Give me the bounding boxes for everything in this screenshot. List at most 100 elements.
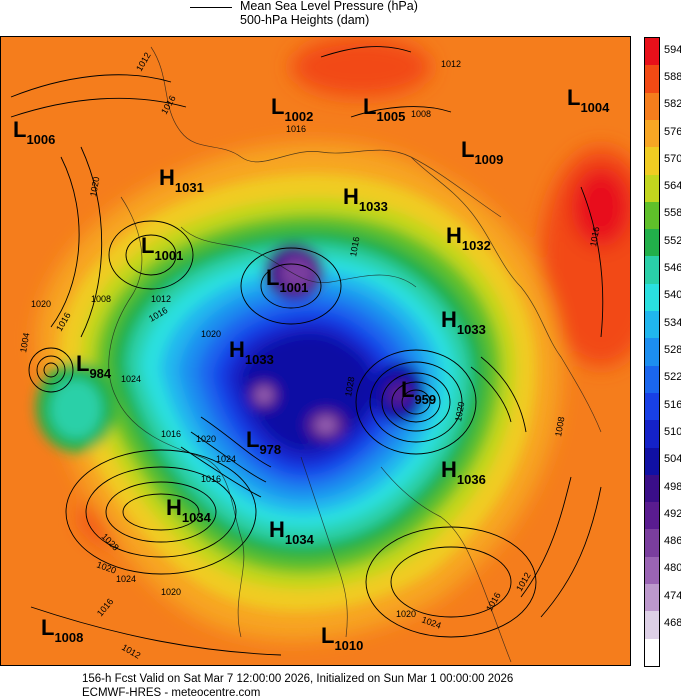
colorbar-label: 546	[664, 262, 681, 275]
legend-line-sample	[190, 7, 232, 8]
colorbar-cell	[645, 201, 659, 230]
system-type: L	[246, 427, 259, 452]
isobars	[10, 46, 604, 656]
colorbar-label: 510	[664, 425, 681, 438]
isobar-value-label: 1020	[453, 401, 466, 422]
isobar-value-label: 1012	[151, 294, 171, 304]
system-type: L	[76, 351, 89, 376]
low-pressure-label: L984	[76, 351, 112, 381]
isobar-low-959-ring	[355, 349, 477, 455]
isobar-value-label: 1028	[343, 376, 356, 397]
isobar-line	[80, 146, 103, 338]
isobar-value-label: 1012	[441, 59, 461, 69]
isobar-low-1001-ring	[125, 234, 177, 276]
system-type: L	[321, 623, 334, 648]
system-pressure: 1009	[474, 152, 503, 167]
colorbar-cell	[645, 638, 659, 667]
system-pressure: 959	[414, 392, 436, 407]
colorbar-label: 498	[664, 480, 681, 493]
height-band-492-east	[387, 382, 411, 406]
isobar-value-label: 1016	[201, 474, 221, 484]
colorbar-label: 486	[664, 535, 681, 548]
colorbar-label: 504	[664, 453, 681, 466]
isobar-ring-south	[365, 526, 537, 638]
height-band-588-north	[291, 37, 431, 97]
system-type: L	[271, 94, 284, 119]
isobar-line	[320, 46, 412, 58]
colorbar-cell	[645, 447, 659, 476]
colorbar-cell	[645, 611, 659, 640]
isobar-value-label: 1008	[411, 109, 431, 119]
colorbar-cell	[645, 584, 659, 612]
low-pressure-label: L1006	[13, 117, 55, 147]
colorbar-label: 582	[664, 98, 681, 111]
isobar-line	[30, 606, 282, 656]
height-field	[1, 37, 630, 665]
forecast-valid-text: 156-h Fcst Valid on Sat Mar 7 12:00:00 2…	[82, 673, 514, 685]
colorbar-cell	[645, 365, 659, 394]
isobar-value-label: 1016	[348, 236, 361, 257]
low-pressure-label: L1005	[363, 94, 405, 124]
colorbar-cell	[645, 556, 659, 585]
isobar-low-984-ring	[28, 347, 74, 393]
system-pressure: 1008	[54, 630, 83, 645]
low-pressure-label: L1001	[266, 265, 308, 295]
isobar-line	[540, 486, 602, 618]
isobar-value-label: 1020	[161, 587, 181, 597]
map-canvas: 1012 1016 1020 1012 1016 1008 1016 1020 1016 1004…	[1, 37, 630, 665]
system-pressure: 1005	[376, 109, 405, 124]
colorbar-cell	[645, 38, 659, 66]
system-type: L	[363, 94, 376, 119]
colorbar-cell	[645, 502, 659, 530]
system-pressure: 984	[89, 366, 111, 381]
system-pressure: 1010	[334, 638, 363, 653]
system-type: L	[266, 265, 279, 290]
model-source-text: ECMWF-HRES - meteocentre.com	[82, 687, 261, 699]
isobar-value-label: 1024	[121, 374, 141, 384]
system-type: H	[159, 165, 175, 190]
colorbar-cell	[645, 420, 659, 449]
high-pressure-label: H1032	[446, 223, 491, 253]
coastline-east	[410, 156, 602, 433]
colorbar-label: 594	[664, 43, 681, 56]
isobar-value-label: 1016	[161, 429, 181, 439]
isobar-low-959-ring	[369, 361, 463, 443]
system-type: H	[269, 517, 285, 542]
system-pressure: 1031	[175, 180, 204, 195]
system-type: H	[446, 223, 462, 248]
colorbar-cell	[645, 256, 659, 285]
high-pressure-label: H1033	[441, 307, 486, 337]
low-pressure-label: L959	[401, 377, 436, 407]
height-band-594	[571, 167, 630, 247]
weather-map: 1012 1016 1020 1012 1016 1008 1016 1020 1016 1004…	[0, 36, 631, 666]
isobar-low-1001-ring	[260, 263, 322, 309]
system-type: L	[461, 137, 474, 162]
system-type: L	[13, 117, 26, 142]
system-pressure: 1034	[182, 510, 212, 525]
colorbar-cell	[645, 311, 659, 339]
map-footer: 156-h Fcst Valid on Sat Mar 7 12:00:00 2…	[82, 672, 642, 700]
colorbar-label: 522	[664, 371, 681, 384]
isobar-value-label: 1016	[286, 124, 306, 134]
colorbar-label: 564	[664, 180, 681, 193]
system-pressure: 978	[259, 442, 281, 457]
system-pressure: 1034	[285, 532, 315, 547]
colorbar-label: 552	[664, 234, 681, 247]
high-pressure-label: H1033	[229, 337, 274, 367]
system-pressure: 1036	[457, 472, 486, 487]
isobar-value-label: 1016	[588, 226, 601, 247]
system-type: L	[141, 233, 154, 258]
system-pressure: 1001	[154, 248, 183, 263]
colorbar-cell	[645, 147, 659, 175]
colorbar-cell	[645, 119, 659, 148]
coastline-central	[300, 456, 348, 638]
isobar-line	[180, 446, 262, 498]
system-type: H	[343, 184, 359, 209]
legend-title-mslp: Mean Sea Level Pressure (hPa)	[240, 0, 418, 13]
colorbar-label: 576	[664, 125, 681, 138]
system-pressure: 1002	[284, 109, 313, 124]
system-pressure: 1033	[359, 199, 388, 214]
isobar-line	[190, 431, 267, 483]
coastline-south	[380, 466, 512, 663]
system-pressure: 1004	[580, 100, 610, 115]
